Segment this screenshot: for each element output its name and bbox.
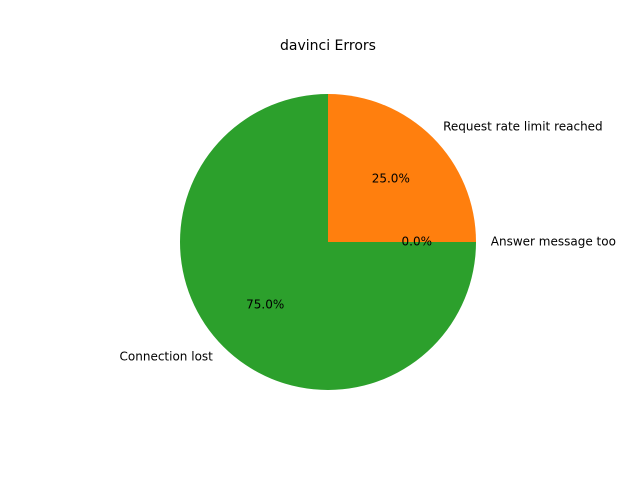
slice-label-request-rate-limit-reached: Request rate limit reached xyxy=(443,119,603,133)
slice-percent-answer-message-too: 0.0% xyxy=(402,235,433,249)
slice-label-answer-message-too: Answer message too xyxy=(491,235,616,249)
slice-label-connection-lost: Connection lost xyxy=(120,350,214,364)
slice-percent-request-rate-limit-reached: 25.0% xyxy=(372,172,410,186)
pie-slice-request-rate-limit-reached xyxy=(328,94,476,242)
pie-labels: Answer message too 0.0% Request rate limit… xyxy=(120,119,616,363)
pie-slice-connection-lost xyxy=(180,94,476,390)
pie-wedges xyxy=(180,94,476,390)
chart-title: davinci Errors xyxy=(280,38,376,54)
slice-percent-connection-lost: 75.0% xyxy=(246,297,284,311)
